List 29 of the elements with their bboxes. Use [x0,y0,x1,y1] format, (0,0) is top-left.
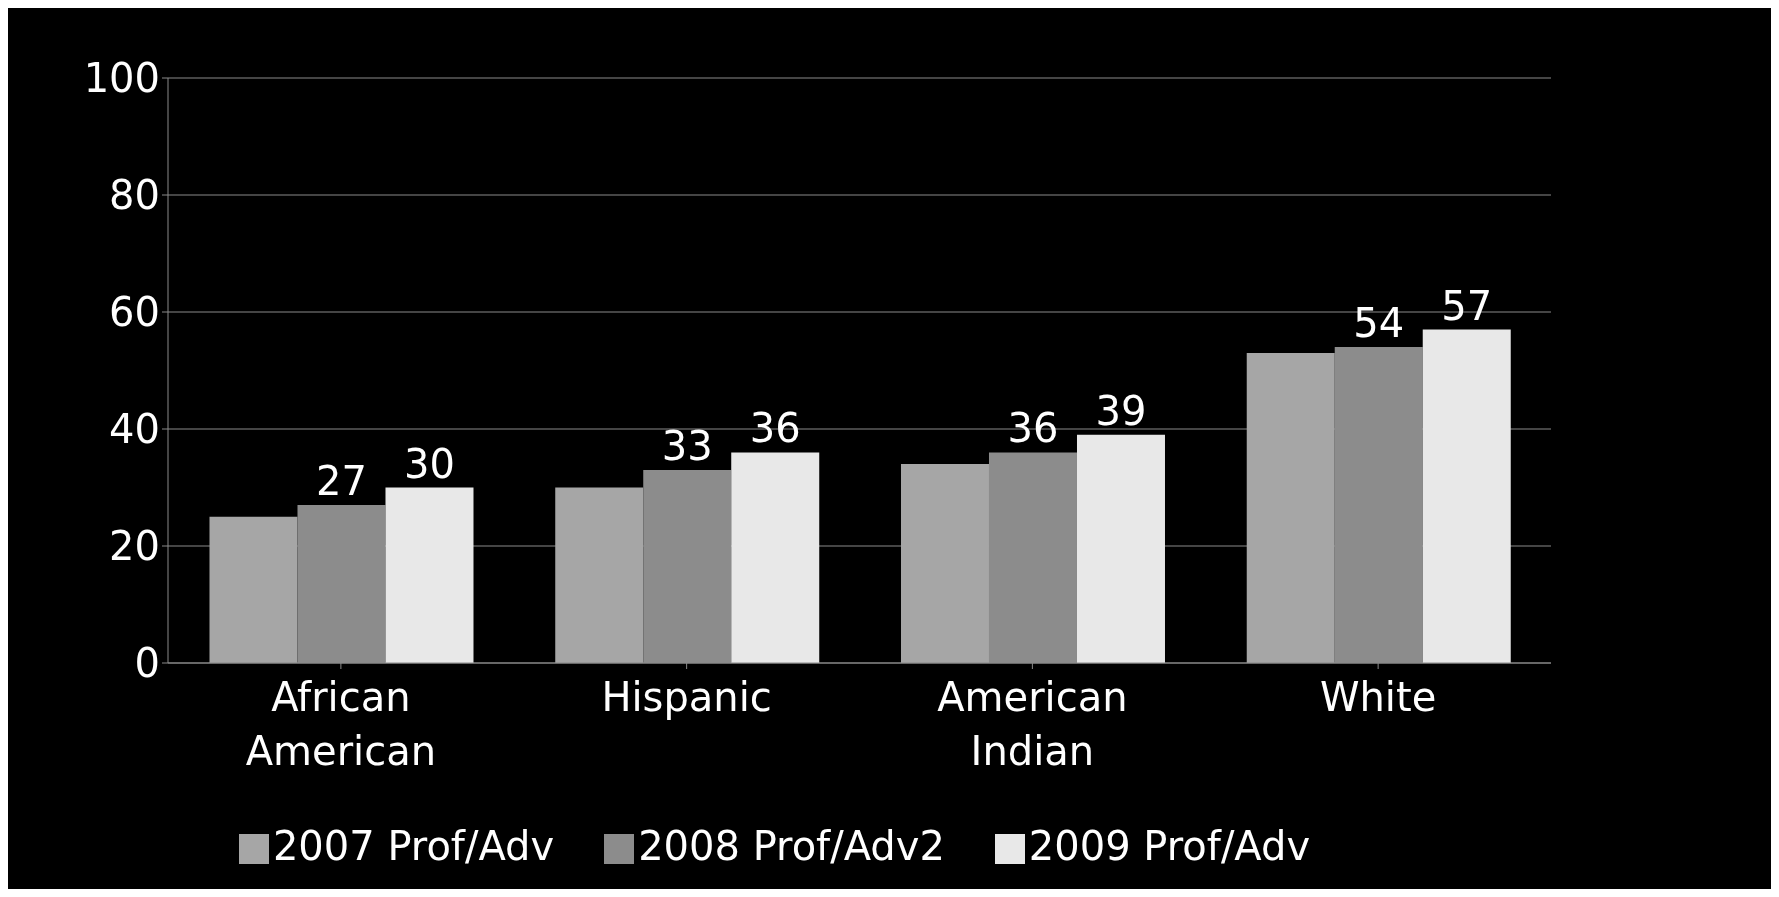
data-label: 39 [1095,387,1147,434]
legend-label: 2007 Prof/Adv [272,823,555,869]
y-tick-label: 60 [109,289,160,336]
x-tick-label: White [1319,674,1437,720]
y-tick-label: 20 [109,523,160,570]
bar [385,487,474,663]
legend-label: 2008 Prof/Adv2 [638,823,945,869]
y-tick-label: 80 [109,172,160,219]
bar [555,487,644,663]
bar [731,452,820,663]
y-tick-label: 100 [83,55,160,102]
data-label: 33 [661,422,713,469]
data-label: 36 [749,405,801,452]
bar [1076,434,1165,663]
bar [900,464,989,663]
data-label: 57 [1441,282,1493,329]
data-label: 27 [316,458,367,505]
data-label: 36 [1007,405,1059,452]
legend-label: 2009 Prof/Adv [1028,823,1311,869]
x-tick-label: African American [245,674,437,774]
bar [209,516,298,663]
data-label: 30 [404,440,455,487]
data-label: 54 [1353,300,1405,347]
x-tick-label: Hispanic [601,674,772,720]
bar [1246,352,1335,663]
bar [1422,329,1511,663]
x-tick-label: American Indian [937,674,1128,774]
y-tick-label: 0 [134,640,160,687]
y-tick-label: 40 [109,406,160,453]
